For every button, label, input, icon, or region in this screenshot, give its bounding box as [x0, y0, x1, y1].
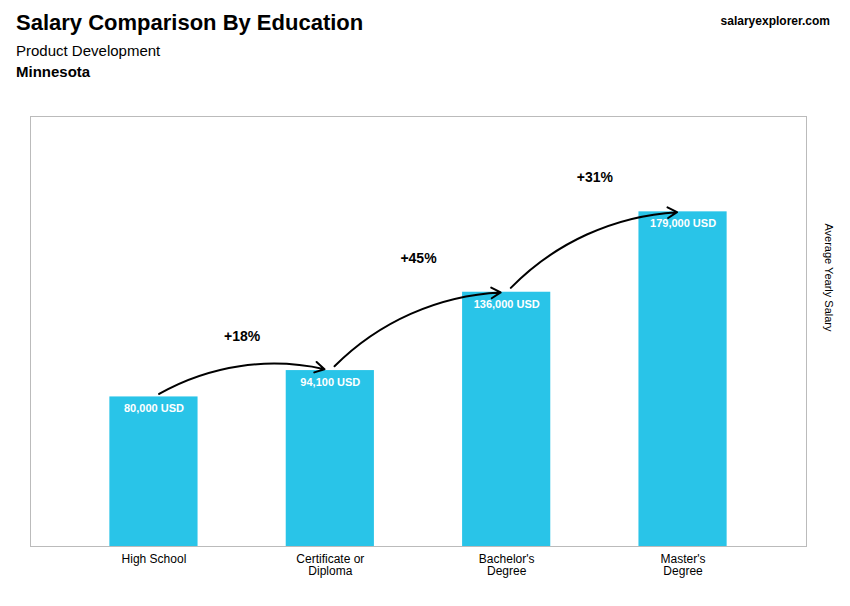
svg-text:+45%: +45% [400, 250, 437, 266]
svg-text:80,000 USD: 80,000 USD [124, 402, 184, 414]
svg-text:High School: High School [122, 552, 187, 566]
svg-text:Bachelor'sDegree: Bachelor'sDegree [479, 552, 535, 578]
svg-text:+31%: +31% [577, 169, 614, 185]
svg-text:179,000 USD: 179,000 USD [650, 217, 716, 229]
html-text:Minnesota: Minnesota [16, 63, 91, 80]
svg-text:+18%: +18% [224, 328, 261, 344]
html-text:salaryexplorer.com: salaryexplorer.com [720, 14, 830, 28]
svg-text:Master'sDegree: Master'sDegree [661, 552, 706, 578]
svg-text:Certificate orDiploma: Certificate orDiploma [296, 552, 364, 578]
html-text:Product Development: Product Development [16, 42, 161, 59]
svg-text:136,000 USD: 136,000 USD [474, 298, 540, 310]
svg-text:94,100 USD: 94,100 USD [300, 376, 360, 388]
svg-text:Average Yearly Salary: Average Yearly Salary [823, 223, 835, 332]
html-text:Salary Comparison By Education: Salary Comparison By Education [16, 10, 364, 35]
